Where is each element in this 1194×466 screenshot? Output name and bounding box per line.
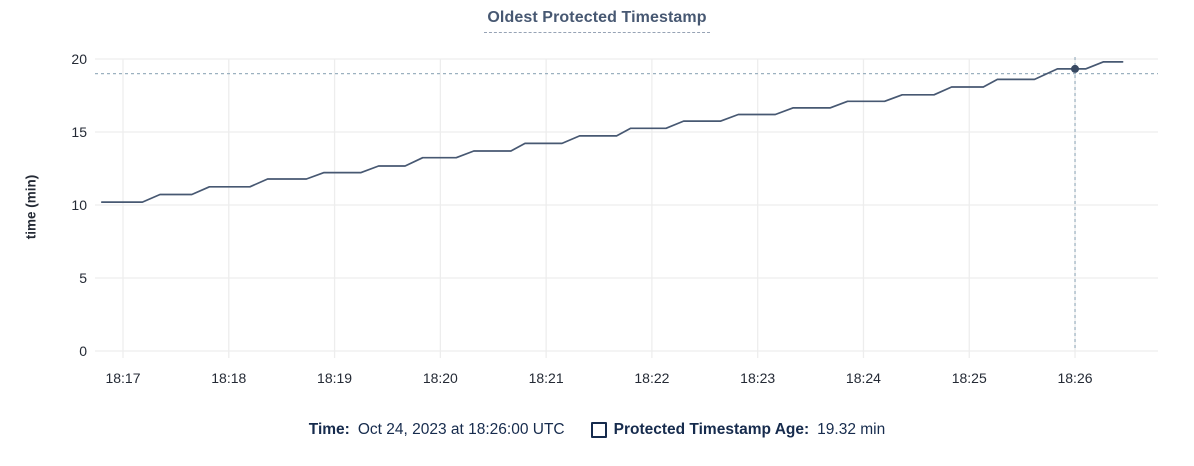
x-tick-label: 18:18 [211, 370, 246, 386]
x-tick-label: 18:20 [423, 370, 458, 386]
series-line [100, 61, 1124, 203]
x-tick-label: 18:21 [529, 370, 564, 386]
legend-time-label: Time: [308, 421, 350, 438]
legend-time-item: Time: Oct 24, 2023 at 18:26:00 UTC [309, 421, 565, 439]
title-row: Oldest Protected Timestamp [0, 9, 1194, 33]
y-tick-label: 15 [71, 124, 87, 140]
chart-title[interactable]: Oldest Protected Timestamp [484, 9, 710, 33]
y-tick-label: 5 [79, 270, 87, 286]
legend-series-checkbox-icon[interactable] [590, 422, 607, 438]
x-tick-label: 18:17 [105, 370, 140, 386]
x-tick-label: 18:19 [317, 370, 352, 386]
y-tick-label: 20 [71, 51, 87, 67]
x-tick-label: 18:24 [846, 370, 881, 386]
chart-footer-legend: Time: Oct 24, 2023 at 18:26:00 UTC Prote… [0, 421, 1194, 439]
highlight-dot [1071, 64, 1080, 73]
legend-series-value: 19.32 min [817, 421, 886, 438]
legend-series-item: Protected Timestamp Age: 19.32 min [590, 421, 886, 439]
x-tick-label: 18:25 [952, 370, 987, 386]
x-tick-label: 18:26 [1057, 370, 1092, 386]
plot-area[interactable]: 0 5 10 15 20 18:17 18:18 18:19 18:20 18:21 18:22 18… [0, 0, 1194, 400]
legend-time-value: Oct 24, 2023 at 18:26:00 UTC [357, 421, 565, 438]
legend-series-label: Protected Timestamp Age: [613, 421, 810, 438]
y-tick-label: 10 [71, 197, 87, 213]
y-tick-label: 0 [79, 343, 87, 359]
x-tick-label: 18:22 [634, 370, 669, 386]
x-tick-label: 18:23 [740, 370, 775, 386]
